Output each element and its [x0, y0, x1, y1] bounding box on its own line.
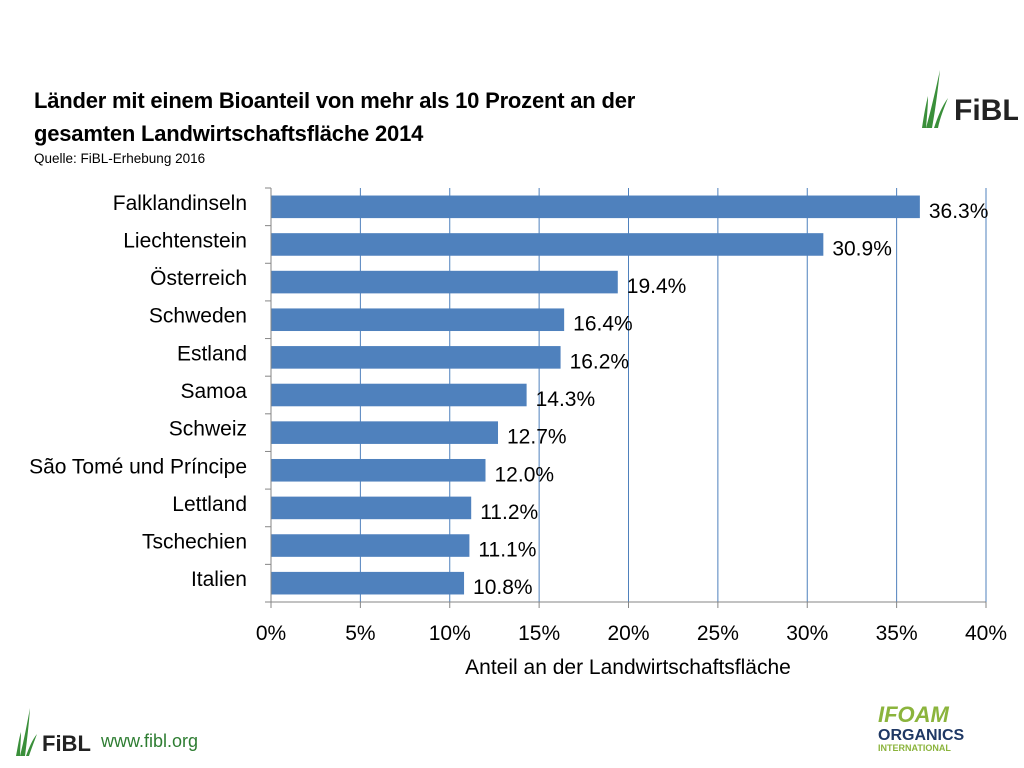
x-tick-label: 5% — [345, 622, 375, 645]
ifoam-logo-line-3: INTERNATIONAL — [878, 743, 951, 753]
category-label: Estland — [177, 342, 247, 365]
category-label: São Tomé und Príncipe — [29, 455, 247, 478]
value-label: 11.2% — [480, 501, 538, 524]
chart-source: Quelle: FiBL-Erhebung 2016 — [34, 151, 206, 166]
fibl-logo-text: FiBL — [954, 94, 1018, 127]
bar-s-o-tom-und-pr-ncipe — [271, 458, 486, 482]
footer-fibl-logo-text: FiBL — [42, 731, 91, 756]
bar-liechtenstein — [271, 233, 824, 256]
category-labels: Falklandinseln Liechtenstein Österreich Sch… — [29, 192, 247, 591]
bars — [271, 195, 920, 595]
ifoam-logo-line-2: ORGANICS — [878, 727, 965, 744]
x-tick-label: 30% — [786, 622, 828, 645]
bar-schweiz — [271, 421, 499, 444]
x-tick-label: 0% — [256, 622, 286, 645]
chart-title: Länder mit einem Bioanteil von mehr als … — [34, 84, 794, 150]
bar-chart: Falklandinseln Liechtenstein Österreich Sch… — [29, 187, 1007, 679]
chart-title-line-1: Länder mit einem Bioanteil von mehr als … — [34, 88, 636, 113]
axes — [265, 187, 987, 608]
category-label: Italien — [191, 568, 247, 591]
bar-samoa — [271, 383, 527, 407]
value-label: 36.3% — [929, 200, 989, 223]
category-label: Tschechien — [142, 531, 247, 554]
gridlines — [359, 188, 987, 602]
x-tick-label: 25% — [697, 622, 739, 645]
bar-lettland — [271, 496, 472, 520]
footer-url-link[interactable]: www.fibl.org — [101, 731, 199, 751]
bar-schweden — [271, 308, 565, 332]
bar-italien — [271, 571, 465, 595]
category-label: Samoa — [180, 380, 247, 403]
value-label: 30.9% — [832, 237, 892, 260]
bar-tschechien — [271, 534, 470, 557]
x-tick-label: 10% — [429, 622, 471, 645]
ifoam-logo-line-1: IFOAM — [878, 702, 950, 727]
x-axis-label: Anteil an der Landwirtschaftsfläche — [465, 656, 791, 679]
value-label: 11.1% — [478, 539, 536, 562]
category-label: Lettland — [172, 493, 247, 516]
ifoam-logo: IFOAM ORGANICS INTERNATIONAL — [878, 702, 965, 753]
value-label: 14.3% — [536, 388, 596, 411]
fibl-logo: FiBL — [922, 70, 1018, 128]
category-label: Schweiz — [169, 418, 247, 441]
value-label: 16.2% — [570, 350, 630, 373]
value-label: 10.8% — [473, 576, 533, 599]
chart-title-line-2: gesamten Landwirtschaftsfläche 2014 — [34, 121, 424, 146]
value-label: 12.0% — [495, 463, 555, 486]
category-label: Falklandinseln — [113, 192, 247, 215]
bar--sterreich — [271, 270, 618, 294]
x-tick-label: 20% — [607, 622, 649, 645]
value-label: 12.7% — [507, 426, 567, 449]
category-label: Österreich — [150, 267, 247, 290]
value-label: 19.4% — [627, 275, 687, 298]
bar-estland — [271, 346, 561, 369]
x-tick-labels: 0% 5% 10% 15% 20% 25% 30% 35% 40% — [256, 622, 1007, 645]
footer-fibl-leaf-icon — [16, 708, 37, 756]
category-label: Liechtenstein — [123, 229, 247, 252]
value-label: 16.4% — [573, 313, 633, 336]
fibl-leaf-icon — [922, 70, 948, 128]
x-tick-label: 15% — [518, 622, 560, 645]
bar-falklandinseln — [271, 195, 920, 219]
x-tick-label: 35% — [876, 622, 918, 645]
footer-fibl-logo: FiBL — [16, 708, 91, 756]
x-tick-label: 40% — [965, 622, 1007, 645]
value-labels: 36.3% 30.9% 19.4% 16.4% 16.2% 14.3% 12.7% 12.0%… — [473, 200, 988, 599]
category-label: Schweden — [149, 305, 247, 328]
